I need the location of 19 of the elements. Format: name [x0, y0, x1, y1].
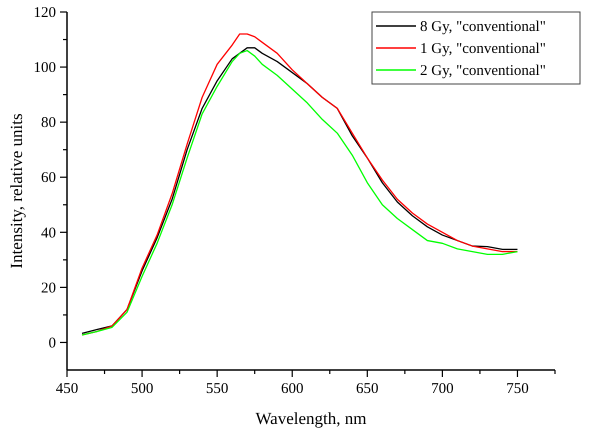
y-tick-label: 100	[34, 60, 56, 76]
x-tick-label: 600	[280, 381, 304, 397]
x-tick-label: 550	[206, 381, 228, 397]
legend-label: 2 Gy, "conventional"	[420, 63, 546, 79]
legend-label: 1 Gy, "conventional"	[420, 41, 546, 57]
x-tick-label: 750	[506, 381, 529, 397]
y-tick-label: 120	[34, 5, 56, 21]
y-tick-label: 40	[41, 225, 56, 242]
x-tick-label: 500	[130, 381, 154, 397]
y-tick-label: 60	[41, 170, 56, 186]
x-tick-label: 700	[431, 381, 454, 397]
y-tick-label: 20	[41, 280, 56, 296]
x-axis-title: Wavelength, nm	[256, 409, 366, 428]
x-tick-label: 450	[56, 381, 78, 397]
x-tick-label: 650	[356, 381, 379, 397]
y-tick-label: 0	[48, 335, 56, 352]
y-tick-label: 80	[41, 115, 56, 132]
y-axis-title: Intensity, relative units	[7, 113, 26, 269]
legend-label: 8 Gy, "conventional"	[420, 19, 546, 35]
